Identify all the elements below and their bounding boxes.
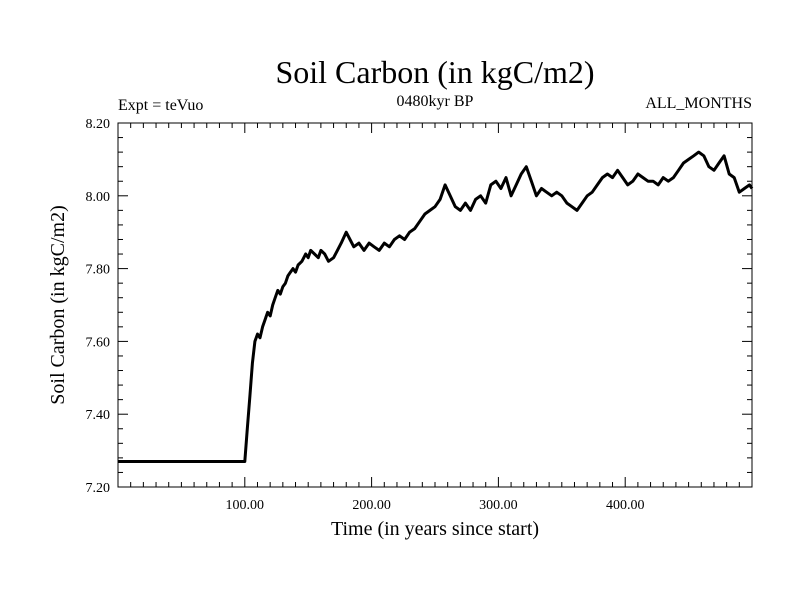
x-axis-label: Time (in years since start) bbox=[331, 518, 539, 540]
tick-labels: 100.00 200.00 300.00 400.00 7.20 7.40 7.60 7.80… bbox=[86, 117, 645, 513]
y-tick-label: 7.80 bbox=[86, 263, 111, 278]
chart-subtitle: 0480kyr BP bbox=[397, 93, 474, 110]
x-tick-label: 100.00 bbox=[226, 498, 265, 513]
data-series bbox=[118, 150, 754, 463]
y-tick-label: 8.20 bbox=[86, 117, 111, 132]
months-label: ALL_MONTHS bbox=[645, 95, 752, 112]
y-axis-label: Soil Carbon (in kgC/m2) bbox=[47, 205, 69, 404]
x-tick-label: 300.00 bbox=[479, 498, 518, 513]
x-tick-label: 200.00 bbox=[352, 498, 391, 513]
plot-frame bbox=[117, 122, 753, 488]
soil-carbon-line bbox=[118, 150, 754, 463]
y-tick-label: 7.40 bbox=[86, 408, 111, 423]
x-tick-label: 400.00 bbox=[606, 498, 645, 513]
y-tick-label: 7.20 bbox=[86, 481, 111, 496]
experiment-label: Expt = teVuo bbox=[118, 97, 203, 114]
y-tick-label: 8.00 bbox=[86, 190, 111, 205]
y-tick-label: 7.60 bbox=[86, 335, 111, 350]
chart-title: Soil Carbon (in kgC/m2) bbox=[275, 54, 594, 90]
axis-ticks bbox=[118, 123, 752, 487]
